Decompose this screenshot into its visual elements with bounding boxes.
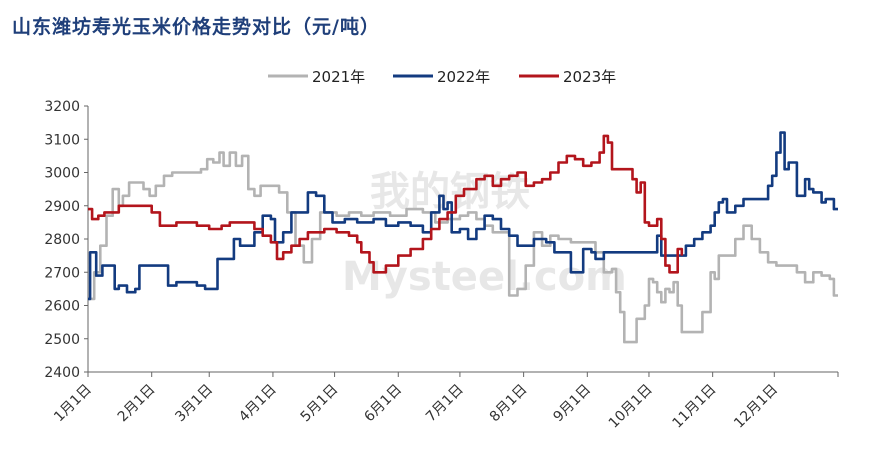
y-tick-label: 2800 [44, 232, 80, 248]
x-tick-label: 5月1日 [298, 382, 342, 426]
y-tick-label: 2500 [44, 332, 80, 348]
legend: 2021年 2022年 2023年 [268, 68, 616, 86]
legend-label-3: 2023年 [563, 68, 616, 86]
series-line-2 [88, 131, 838, 301]
series-line-1 [88, 151, 838, 344]
series-line-3 [88, 134, 684, 274]
x-tick-label: 8月1日 [487, 382, 531, 426]
x-tick-label: 4月1日 [236, 382, 280, 426]
watermark-cn: 我的钢铁 [370, 169, 530, 215]
y-tick-label: 2400 [44, 365, 80, 381]
chart-title: 山东潍坊寿光玉米价格走势对比（元/吨） [12, 16, 380, 38]
x-tick-label: 6月1日 [361, 382, 405, 426]
x-tick-label: 2月1日 [115, 382, 159, 426]
x-tick-label: 1月1日 [51, 382, 95, 426]
watermark-en: Mysteel.com [342, 254, 627, 300]
y-tick-label: 2900 [44, 199, 80, 215]
x-tick-label: 3月1日 [172, 382, 216, 426]
x-tick-label: 11月1日 [669, 382, 719, 432]
x-tick-label: 10月1日 [606, 382, 656, 432]
watermark: 我的钢铁 Mysteel.com [342, 169, 627, 300]
y-tick-label: 3200 [44, 99, 80, 115]
x-tick-label: 7月1日 [423, 382, 467, 426]
series-layer [88, 131, 838, 344]
y-tick-label: 2600 [44, 299, 80, 315]
legend-label-1: 2021年 [312, 68, 365, 86]
x-tick-label: 12月1日 [731, 382, 781, 432]
x-tick-label: 9月1日 [550, 382, 594, 426]
y-tick-label: 2700 [44, 265, 80, 281]
legend-label-2: 2022年 [437, 68, 490, 86]
y-tick-label: 3000 [44, 166, 80, 182]
y-tick-label: 3100 [44, 132, 80, 148]
